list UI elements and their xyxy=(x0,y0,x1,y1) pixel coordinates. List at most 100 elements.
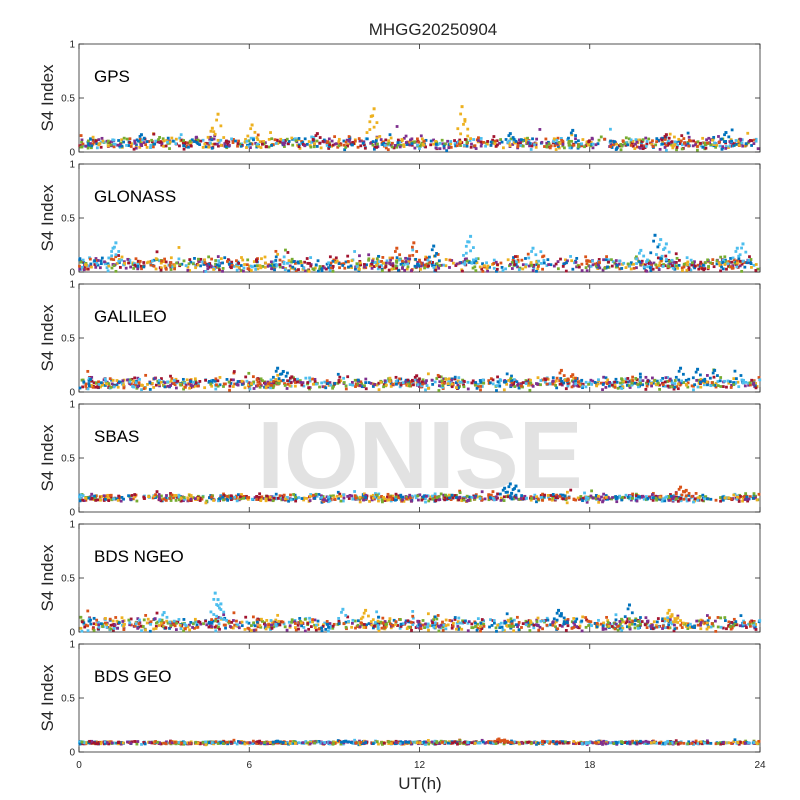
data-point xyxy=(377,629,381,633)
data-point-feature xyxy=(670,258,674,262)
data-point-feature xyxy=(288,376,292,380)
data-point xyxy=(545,144,549,148)
data-point xyxy=(533,493,537,497)
data-point xyxy=(754,139,758,143)
data-point xyxy=(246,267,250,271)
data-point xyxy=(230,137,233,141)
data-point xyxy=(105,623,109,627)
data-point xyxy=(194,266,198,270)
data-point xyxy=(371,493,375,497)
data-point xyxy=(303,269,307,273)
data-point xyxy=(177,257,181,261)
data-point-feature xyxy=(395,246,399,250)
data-point xyxy=(682,381,686,384)
data-point xyxy=(235,494,238,498)
data-point xyxy=(89,142,92,145)
data-point xyxy=(734,259,738,263)
data-point xyxy=(257,144,261,148)
data-point xyxy=(696,140,700,144)
data-point xyxy=(186,496,190,500)
data-point-feature xyxy=(212,130,216,134)
data-point xyxy=(537,628,541,632)
data-point xyxy=(604,386,608,389)
data-point xyxy=(413,264,417,268)
data-point xyxy=(560,137,563,140)
data-point xyxy=(509,496,512,500)
data-point xyxy=(556,627,560,631)
data-point xyxy=(342,381,346,384)
data-point xyxy=(213,142,217,146)
data-point xyxy=(342,493,346,497)
data-point xyxy=(127,494,130,498)
data-point xyxy=(386,142,390,146)
data-point xyxy=(494,498,498,501)
data-point xyxy=(80,140,83,144)
data-point-feature xyxy=(645,260,648,264)
data-point xyxy=(606,378,610,382)
data-point xyxy=(651,496,655,500)
data-point xyxy=(194,379,198,383)
data-point xyxy=(337,496,340,500)
data-point xyxy=(271,143,275,147)
data-point xyxy=(325,379,329,383)
data-point xyxy=(677,137,681,141)
data-point xyxy=(492,266,496,270)
data-point xyxy=(159,380,163,384)
data-point xyxy=(530,263,534,267)
data-point xyxy=(344,140,348,144)
data-point xyxy=(709,143,713,147)
data-point xyxy=(439,626,443,630)
data-point xyxy=(440,381,444,385)
data-point xyxy=(275,263,279,267)
data-point xyxy=(94,265,98,269)
data-point xyxy=(441,625,445,629)
data-point xyxy=(350,143,354,147)
data-point xyxy=(342,262,346,266)
data-point xyxy=(540,262,543,265)
data-point xyxy=(136,267,140,271)
data-point xyxy=(436,253,440,256)
data-point xyxy=(204,270,208,273)
data-point xyxy=(132,266,136,270)
data-point xyxy=(335,494,339,498)
data-point xyxy=(569,146,573,150)
data-point xyxy=(601,383,605,386)
data-point xyxy=(249,629,253,632)
data-point xyxy=(217,266,220,269)
data-point-feature xyxy=(281,378,285,382)
data-point-feature xyxy=(145,140,149,144)
data-point xyxy=(86,369,90,373)
data-point xyxy=(158,259,161,263)
data-point xyxy=(674,252,678,256)
data-point xyxy=(516,260,520,264)
data-point xyxy=(264,261,267,265)
data-point xyxy=(619,148,623,152)
data-point xyxy=(675,146,679,149)
data-point-feature xyxy=(464,244,468,248)
data-point xyxy=(568,146,572,150)
data-point xyxy=(403,621,407,625)
data-point xyxy=(625,383,629,387)
data-point xyxy=(719,496,722,499)
data-point xyxy=(727,496,731,500)
data-point xyxy=(274,259,278,262)
data-point xyxy=(283,141,287,145)
data-point xyxy=(640,139,644,143)
data-point xyxy=(168,626,171,630)
data-point xyxy=(526,252,530,256)
data-point xyxy=(326,500,330,504)
data-point xyxy=(236,263,240,267)
data-point xyxy=(485,267,489,270)
data-point xyxy=(641,494,645,498)
data-point xyxy=(512,141,516,145)
data-point xyxy=(462,385,466,389)
data-point xyxy=(188,139,192,143)
data-point xyxy=(346,254,350,258)
data-point xyxy=(112,258,116,261)
data-point xyxy=(538,128,542,131)
data-point-feature xyxy=(418,258,421,262)
data-point xyxy=(444,618,448,622)
data-point xyxy=(104,379,108,383)
data-point xyxy=(417,264,420,268)
data-point xyxy=(227,621,231,625)
